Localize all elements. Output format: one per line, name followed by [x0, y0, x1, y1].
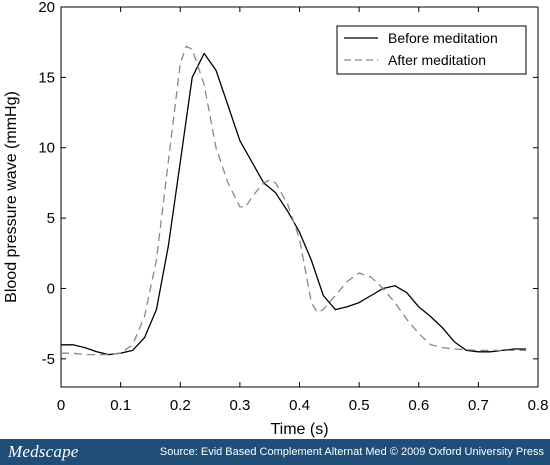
x-axis-ticks: 0 0.1 0.2 0.3 0.4 0.5 0.6 0.7 0.8 — [57, 7, 549, 414]
x-axis-label: Time (s) — [270, 421, 328, 438]
series-line-after-meditation — [61, 45, 527, 356]
series-layer — [61, 45, 527, 356]
chart: 0 0.1 0.2 0.3 0.4 0.5 0.6 0.7 0.8 20 15 10 5 0 -5 Tim… — [3, 0, 549, 438]
legend-label-before: Before meditation — [388, 30, 498, 46]
x-tick-label: 0.6 — [408, 397, 429, 414]
source-credit: Source: Evid Based Complement Alternat M… — [159, 446, 544, 458]
x-tick-label: 0.8 — [528, 397, 549, 414]
y-tick-label: 10 — [38, 140, 55, 157]
x-tick-label: 0.1 — [110, 397, 131, 414]
legend: Before meditation After meditation — [336, 25, 527, 75]
x-tick-label: 0 — [57, 397, 65, 414]
legend-label-after: After meditation — [388, 52, 486, 68]
x-tick-label: 0.3 — [229, 397, 250, 414]
x-tick-label: 0.5 — [349, 397, 370, 414]
legend-box — [336, 25, 527, 75]
x-tick-label: 0.2 — [170, 397, 191, 414]
y-tick-label: 15 — [38, 69, 55, 86]
y-tick-label: 20 — [38, 0, 55, 16]
x-tick-label: 0.7 — [468, 397, 489, 414]
medscape-logo[interactable]: Medscape — [8, 442, 79, 461]
y-tick-label: -5 — [42, 351, 55, 368]
y-axis-label: Blood pressure wave (mmHg) — [3, 91, 20, 303]
y-axis-ticks: 20 15 10 5 0 -5 — [38, 0, 538, 368]
y-tick-label: 5 — [47, 210, 55, 227]
y-tick-label: 0 — [47, 280, 55, 297]
x-tick-label: 0.4 — [289, 397, 310, 414]
footer-bar: Medscape Source: Evid Based Complement A… — [0, 439, 550, 465]
